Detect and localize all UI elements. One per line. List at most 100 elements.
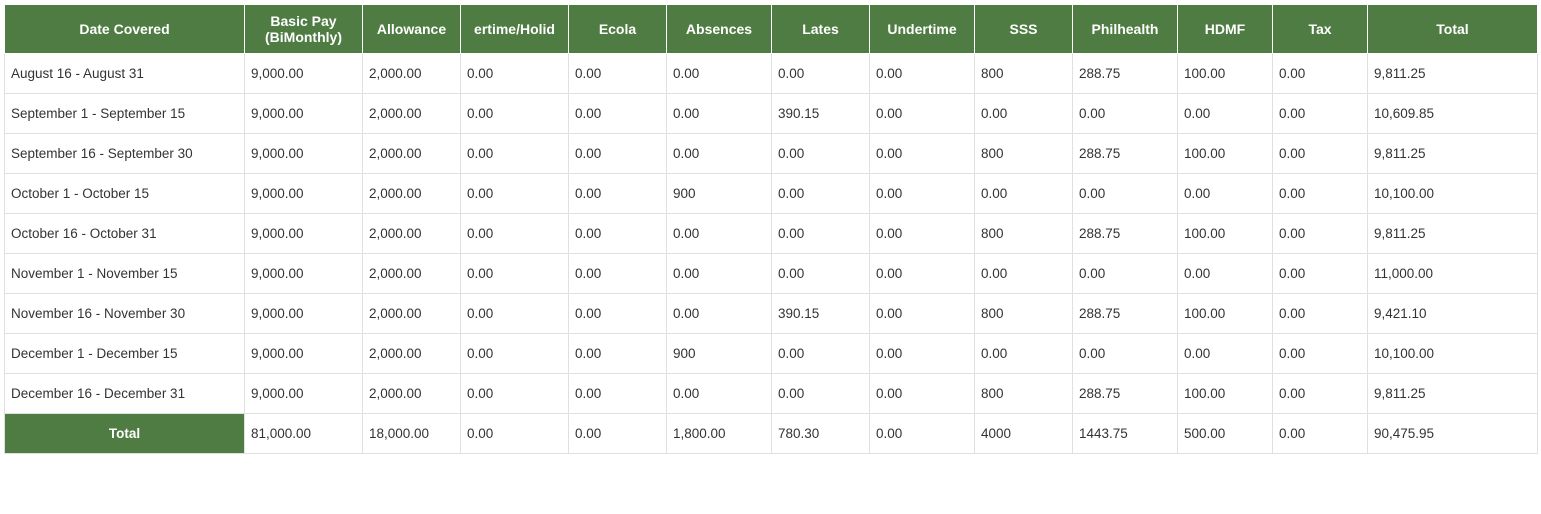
cell: 9,000.00 <box>245 214 363 254</box>
cell: 10,609.85 <box>1368 94 1538 134</box>
cell: 9,811.25 <box>1368 134 1538 174</box>
cell: 390.15 <box>772 294 870 334</box>
table-row[interactable]: December 1 - December 159,000.002,000.00… <box>5 334 1538 374</box>
cell: 9,811.25 <box>1368 54 1538 94</box>
col-header-allowance[interactable]: Allowance <box>363 5 461 54</box>
cell: 0.00 <box>569 334 667 374</box>
cell: 0.00 <box>461 254 569 294</box>
table-row[interactable]: October 1 - October 159,000.002,000.000.… <box>5 174 1538 214</box>
cell: 0.00 <box>667 214 772 254</box>
table-row[interactable]: August 16 - August 319,000.002,000.000.0… <box>5 54 1538 94</box>
cell: 0.00 <box>1178 174 1273 214</box>
cell: 0.00 <box>667 294 772 334</box>
cell: 9,811.25 <box>1368 374 1538 414</box>
col-header-ecola[interactable]: Ecola <box>569 5 667 54</box>
cell: 800 <box>975 294 1073 334</box>
cell: September 1 - September 15 <box>5 94 245 134</box>
cell: 0.00 <box>1273 334 1368 374</box>
total-cell: 0.00 <box>1273 414 1368 454</box>
cell: 0.00 <box>870 94 975 134</box>
cell: 800 <box>975 54 1073 94</box>
cell: 0.00 <box>461 134 569 174</box>
cell: 288.75 <box>1073 214 1178 254</box>
col-header-basic-pay[interactable]: Basic Pay (BiMonthly) <box>245 5 363 54</box>
col-header-hdmf[interactable]: HDMF <box>1178 5 1273 54</box>
cell: 0.00 <box>870 134 975 174</box>
table-row[interactable]: November 16 - November 309,000.002,000.0… <box>5 294 1538 334</box>
cell: October 16 - October 31 <box>5 214 245 254</box>
cell: 0.00 <box>870 54 975 94</box>
cell: 0.00 <box>772 54 870 94</box>
col-header-tax[interactable]: Tax <box>1273 5 1368 54</box>
table-row[interactable]: October 16 - October 319,000.002,000.000… <box>5 214 1538 254</box>
col-header-absences[interactable]: Absences <box>667 5 772 54</box>
cell: 0.00 <box>772 334 870 374</box>
col-header-date[interactable]: Date Covered <box>5 5 245 54</box>
cell: 2,000.00 <box>363 374 461 414</box>
cell: 2,000.00 <box>363 54 461 94</box>
cell: 0.00 <box>461 94 569 134</box>
table-row[interactable]: September 1 - September 159,000.002,000.… <box>5 94 1538 134</box>
cell: 0.00 <box>1273 174 1368 214</box>
cell: 2,000.00 <box>363 254 461 294</box>
cell: November 1 - November 15 <box>5 254 245 294</box>
cell: December 16 - December 31 <box>5 374 245 414</box>
cell: 0.00 <box>569 174 667 214</box>
header-row: Date Covered Basic Pay (BiMonthly) Allow… <box>5 5 1538 54</box>
cell: 288.75 <box>1073 134 1178 174</box>
cell: 9,000.00 <box>245 334 363 374</box>
cell: 2,000.00 <box>363 334 461 374</box>
cell: 100.00 <box>1178 214 1273 254</box>
cell: 0.00 <box>1073 94 1178 134</box>
cell: 0.00 <box>667 254 772 294</box>
cell: 0.00 <box>870 254 975 294</box>
cell: November 16 - November 30 <box>5 294 245 334</box>
cell: 0.00 <box>1273 94 1368 134</box>
cell: 9,811.25 <box>1368 214 1538 254</box>
cell: 100.00 <box>1178 54 1273 94</box>
total-cell: 0.00 <box>461 414 569 454</box>
cell: 0.00 <box>772 174 870 214</box>
cell: 9,421.10 <box>1368 294 1538 334</box>
cell: 2,000.00 <box>363 294 461 334</box>
cell: 0.00 <box>461 294 569 334</box>
cell: 9,000.00 <box>245 54 363 94</box>
cell: 0.00 <box>870 214 975 254</box>
col-header-total[interactable]: Total <box>1368 5 1538 54</box>
table-row[interactable]: December 16 - December 319,000.002,000.0… <box>5 374 1538 414</box>
col-header-lates[interactable]: Lates <box>772 5 870 54</box>
table-row[interactable]: November 1 - November 159,000.002,000.00… <box>5 254 1538 294</box>
cell: 9,000.00 <box>245 254 363 294</box>
cell: 0.00 <box>461 374 569 414</box>
cell: 2,000.00 <box>363 174 461 214</box>
cell: 0.00 <box>870 174 975 214</box>
cell: 0.00 <box>975 174 1073 214</box>
cell: 9,000.00 <box>245 294 363 334</box>
total-cell: 4000 <box>975 414 1073 454</box>
col-header-undertime[interactable]: Undertime <box>870 5 975 54</box>
cell: 900 <box>667 334 772 374</box>
total-row: Total81,000.0018,000.000.000.001,800.007… <box>5 414 1538 454</box>
col-header-sss[interactable]: SSS <box>975 5 1073 54</box>
cell: 0.00 <box>569 134 667 174</box>
cell: 9,000.00 <box>245 94 363 134</box>
cell: 0.00 <box>1273 374 1368 414</box>
cell: 0.00 <box>870 374 975 414</box>
cell: 0.00 <box>569 254 667 294</box>
col-header-overtime[interactable]: ertime/Holid <box>461 5 569 54</box>
col-header-philhealth[interactable]: Philhealth <box>1073 5 1178 54</box>
cell: 0.00 <box>772 374 870 414</box>
total-cell: 18,000.00 <box>363 414 461 454</box>
cell: 800 <box>975 134 1073 174</box>
cell: 0.00 <box>1273 214 1368 254</box>
cell: 0.00 <box>667 54 772 94</box>
total-cell: 0.00 <box>569 414 667 454</box>
total-cell: 1443.75 <box>1073 414 1178 454</box>
cell: October 1 - October 15 <box>5 174 245 214</box>
total-cell: 780.30 <box>772 414 870 454</box>
cell: 10,100.00 <box>1368 334 1538 374</box>
table-row[interactable]: September 16 - September 309,000.002,000… <box>5 134 1538 174</box>
cell: 0.00 <box>772 254 870 294</box>
cell: 0.00 <box>1178 94 1273 134</box>
cell: 0.00 <box>569 94 667 134</box>
